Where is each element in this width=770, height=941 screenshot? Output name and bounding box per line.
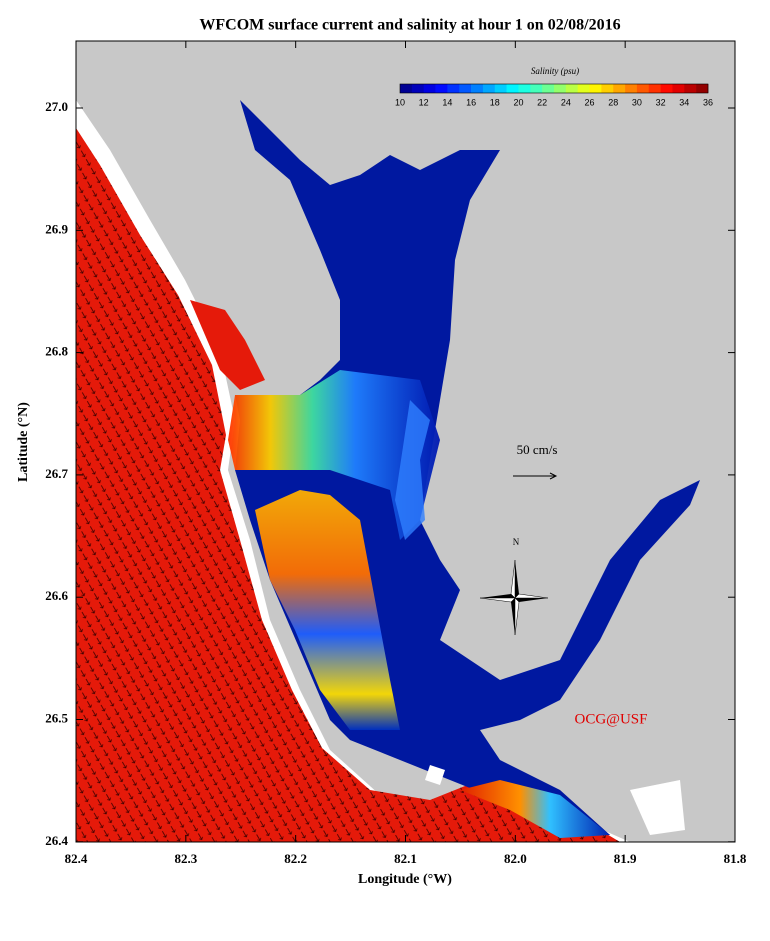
colorbar-cell (554, 84, 567, 93)
colorbar-cell (589, 84, 602, 93)
y-tick-label: 26.5 (45, 710, 68, 725)
x-tick-label: 81.8 (724, 851, 747, 866)
colorbar-tick-label: 16 (466, 97, 476, 107)
colorbar-cell (672, 84, 685, 93)
colorbar-frame (399, 83, 709, 94)
colorbar-tick-label: 20 (513, 97, 523, 107)
colorbar-cell (494, 84, 507, 93)
colorbar-cell (459, 84, 472, 93)
colorbar-cell (542, 84, 555, 93)
colorbar-cell (447, 84, 460, 93)
colorbar-cell (577, 84, 590, 93)
colorbar-tick-label: 36 (703, 97, 713, 107)
compass-label: N (513, 537, 520, 547)
colorbar-cell (601, 84, 614, 93)
colorbar-cell (684, 84, 697, 93)
colorbar-cell (648, 84, 661, 93)
colorbar-tick-label: 24 (561, 97, 571, 107)
y-tick-label: 26.6 (45, 588, 68, 603)
colorbar-tick-label: 10 (395, 97, 405, 107)
colorbar-cell (411, 84, 424, 93)
y-tick-label: 26.7 (45, 466, 68, 481)
colorbar-cell (482, 84, 496, 93)
credit: OCG@USF (574, 711, 647, 727)
colorbar-cell (518, 84, 531, 93)
title: WFCOM surface current and salinity at ho… (199, 17, 620, 34)
compass-rose (479, 559, 549, 636)
colorbar-tick-label: 28 (608, 97, 618, 107)
colorbar-cell (506, 84, 519, 93)
y-tick-label: 27.0 (45, 99, 68, 114)
colorbar-cell (471, 84, 484, 93)
colorbar-cell (613, 84, 626, 93)
colorbar-cell (625, 84, 638, 93)
colorbar-tick-label: 32 (656, 97, 666, 107)
x-tick-label: 82.4 (65, 851, 88, 866)
scale-arrow (513, 472, 558, 480)
axes: 82.4 82.3 82.2 82.1 82.0 81.9 81.8 27.0 26.9 26.8… (45, 41, 747, 866)
y-tick-label: 26.9 (45, 221, 68, 236)
colorbar-tick-label: 14 (442, 97, 452, 107)
y-tick-label: 26.8 (45, 344, 68, 359)
colorbar-tick-label: 22 (537, 97, 547, 107)
colorbar-cell (423, 84, 436, 93)
colorbar-cell (400, 84, 413, 93)
scale-label: 50 cm/s (517, 442, 558, 457)
colorbar-cell (435, 84, 448, 93)
colorbar-tick-label: 30 (632, 97, 642, 107)
colorbar-cell (660, 84, 673, 93)
x-tick-label: 82.0 (504, 851, 527, 866)
x-axis-label: Longitude (°W) (358, 872, 452, 887)
colorbar-cell (636, 84, 650, 93)
colorbar-tick-label: 34 (679, 97, 689, 107)
colorbar-tick-label: 18 (490, 97, 500, 107)
colorbar-tick-label: 12 (419, 97, 429, 107)
x-tick-label: 82.1 (394, 851, 417, 866)
x-tick-label: 82.2 (284, 851, 307, 866)
colorbar-cell (696, 84, 709, 93)
colorbar-cell (565, 84, 578, 93)
x-tick-label: 81.9 (614, 851, 637, 866)
colorbar-title: Salinity (psu) (531, 66, 579, 76)
colorbar-cell (530, 84, 543, 93)
colorbar-tick-label: 26 (585, 97, 595, 107)
y-axis-label: Latitude (°N) (16, 402, 31, 482)
y-tick-label: 26.4 (45, 833, 68, 848)
map-area (76, 41, 735, 842)
x-tick-label: 82.3 (174, 851, 197, 866)
colorbar: 10 12 14 16 18 20 22 24 26 28 30 32 34 36 (395, 83, 713, 107)
